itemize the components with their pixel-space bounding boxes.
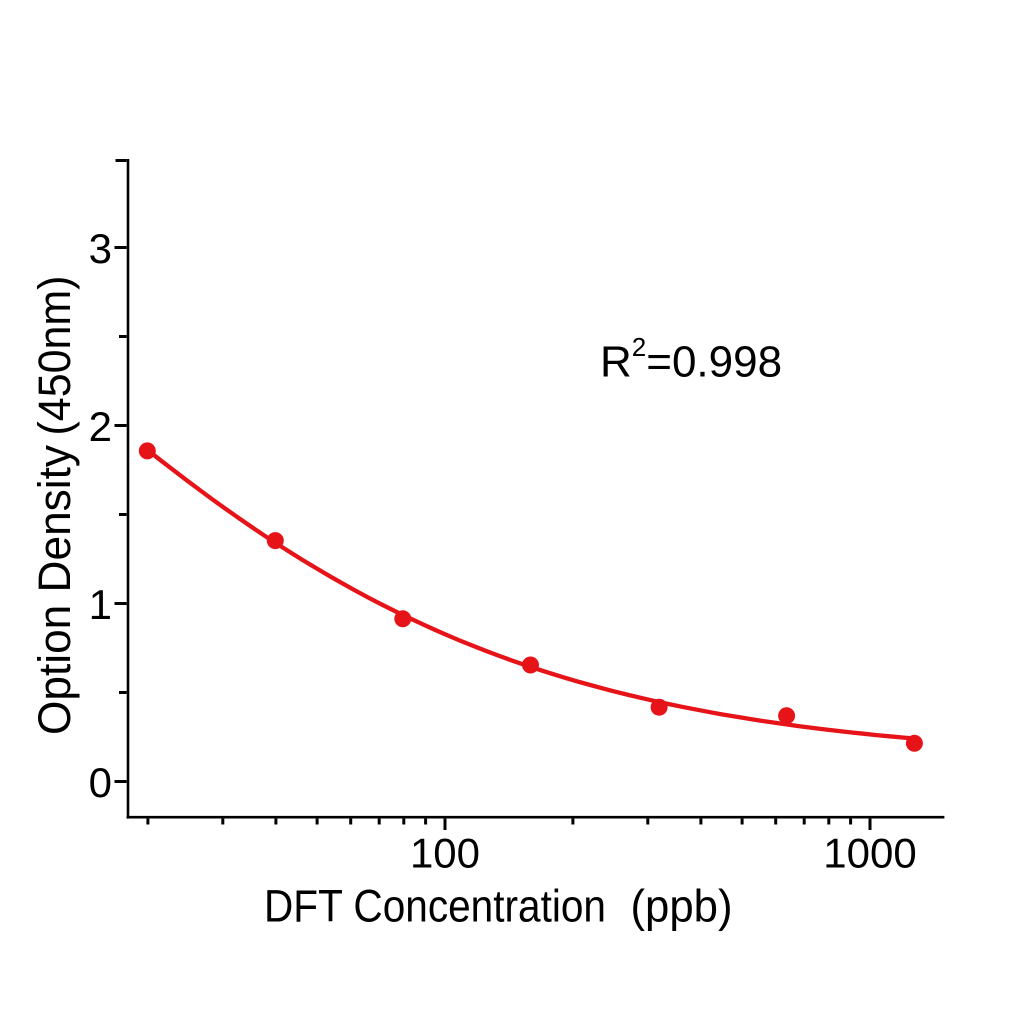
svg-text:DFT Concentration: DFT Concentration (264, 881, 606, 932)
svg-text:Option Density: Option Density (29, 445, 80, 735)
svg-text:0: 0 (89, 759, 112, 806)
svg-text:100: 100 (410, 829, 480, 876)
svg-text:(ppb): (ppb) (631, 881, 733, 932)
svg-text:1: 1 (89, 581, 112, 628)
svg-text:2: 2 (89, 403, 112, 450)
svg-text:(450nm): (450nm) (29, 276, 80, 436)
svg-text:1000: 1000 (823, 829, 916, 876)
svg-text:R2=0.998: R2=0.998 (600, 332, 782, 387)
svg-text:3: 3 (89, 225, 112, 272)
